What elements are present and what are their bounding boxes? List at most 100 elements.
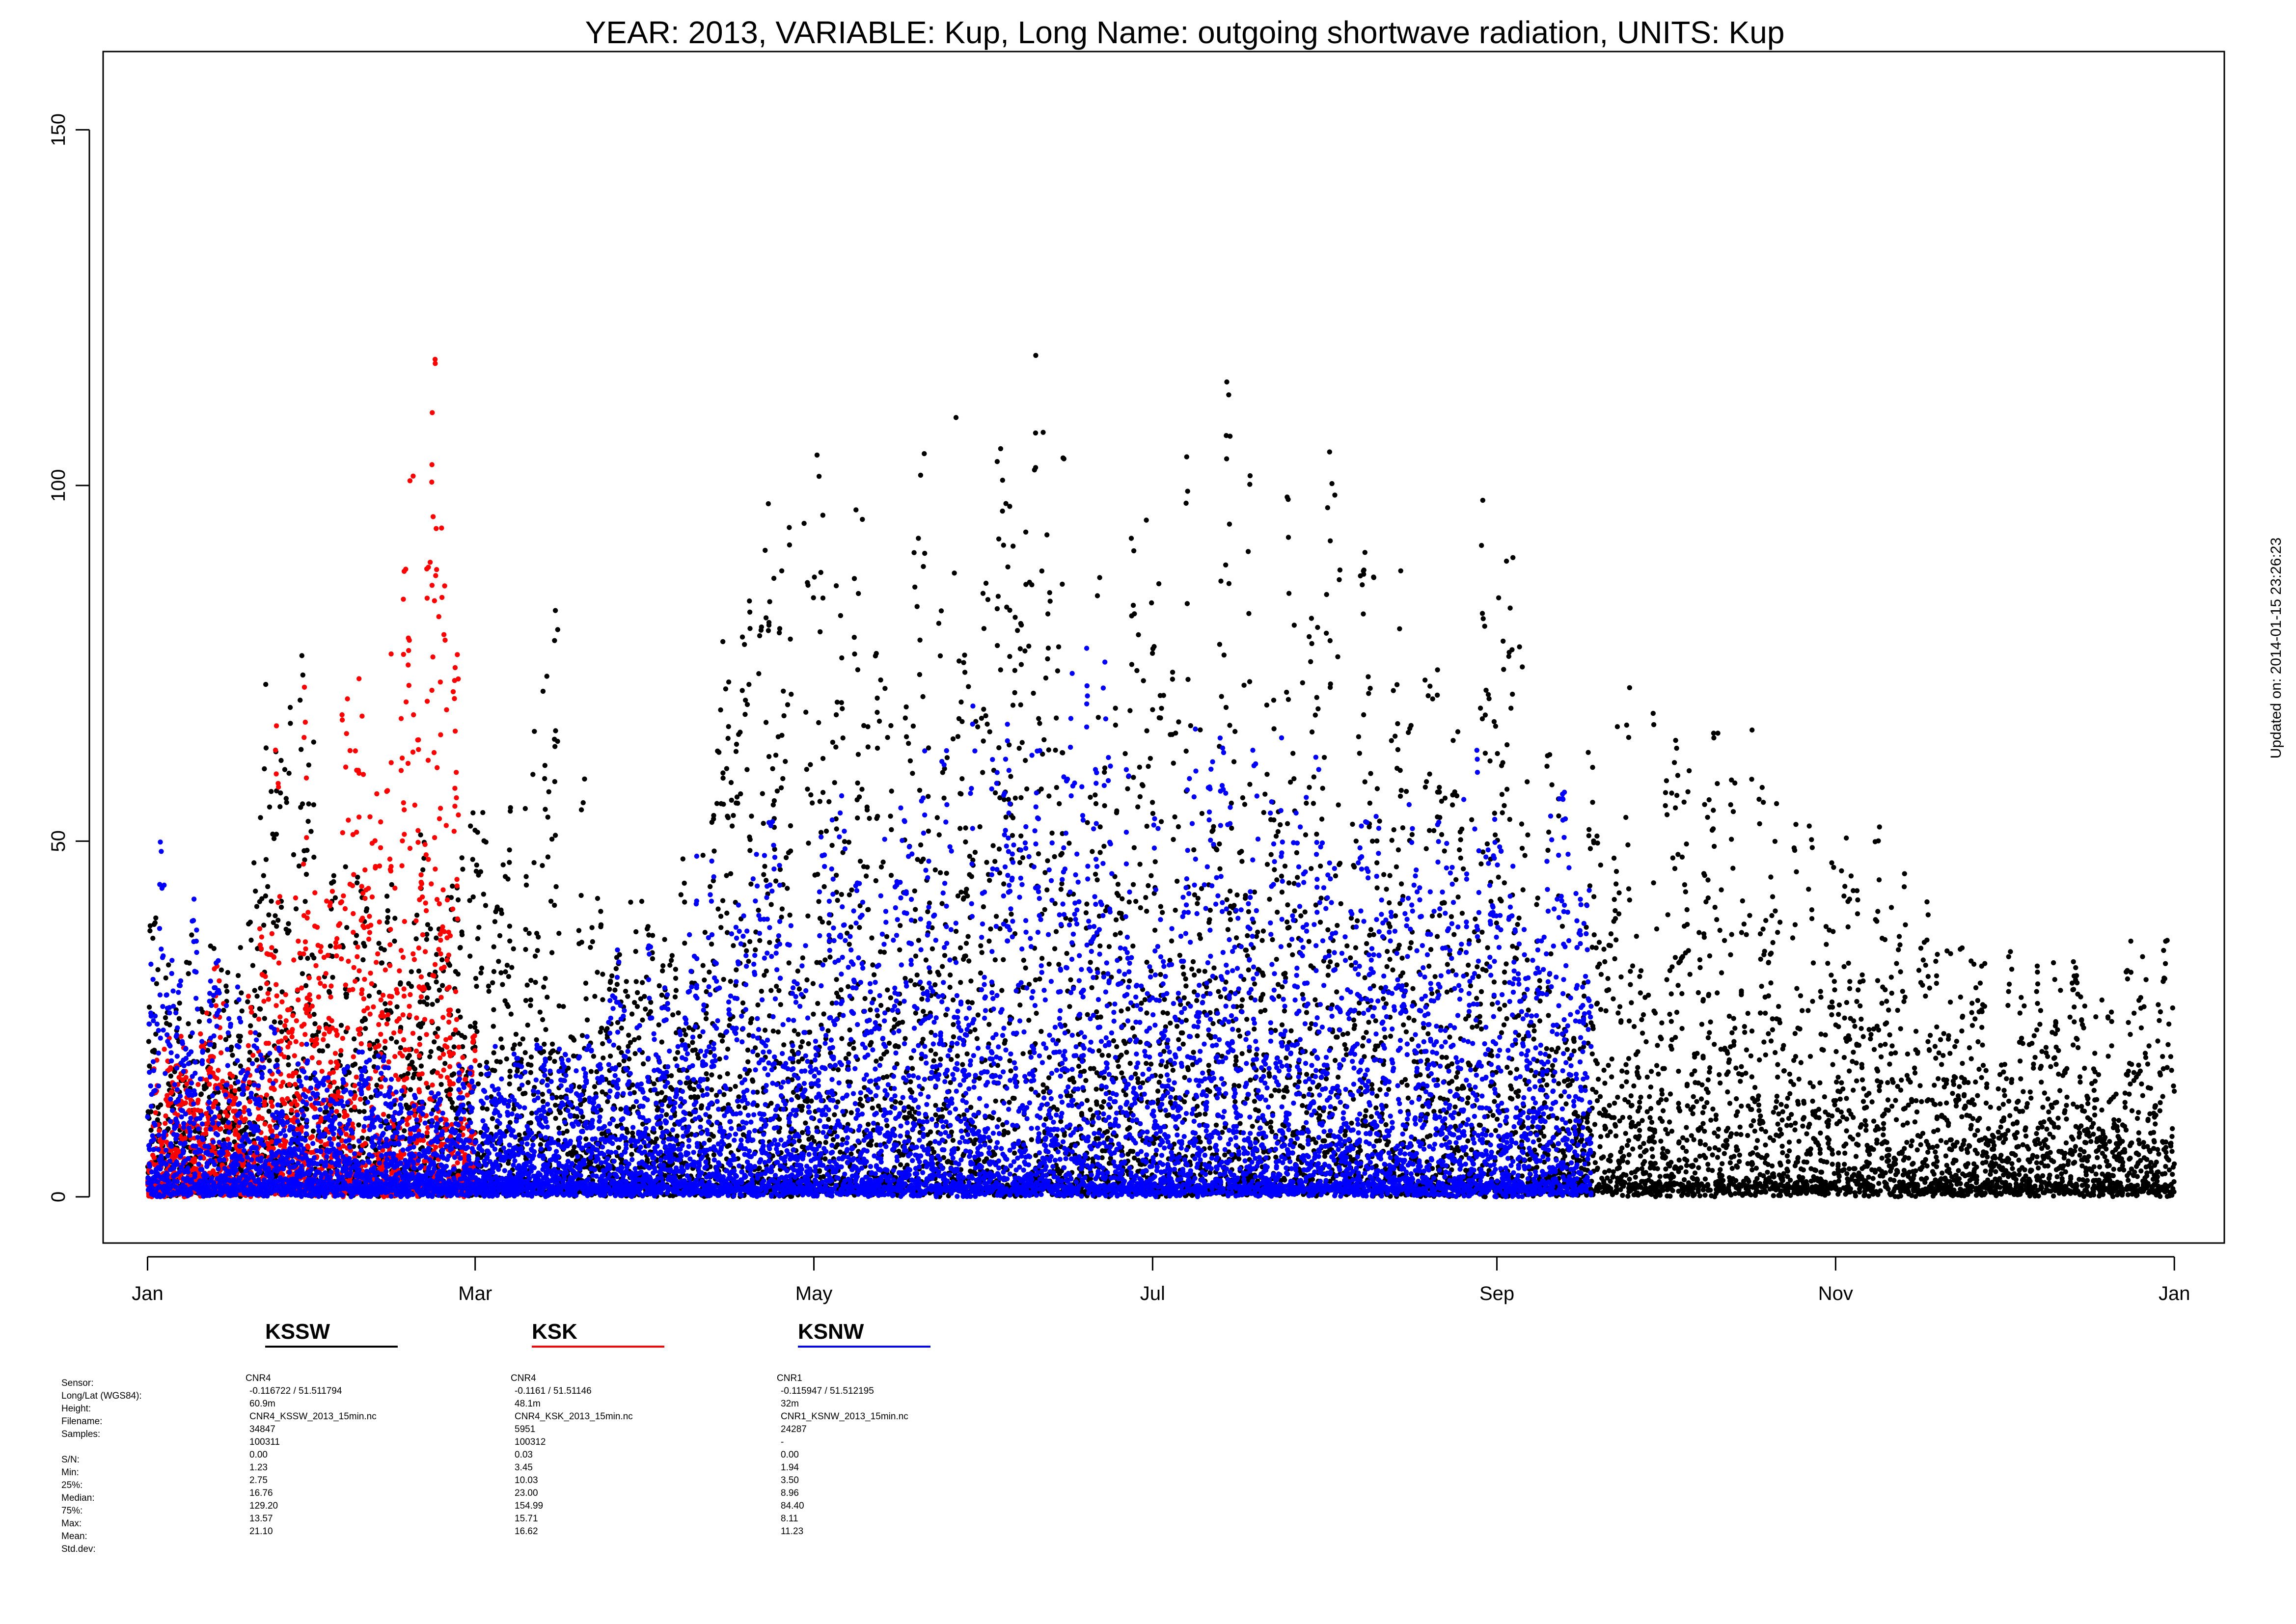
data-point bbox=[789, 692, 794, 697]
data-point bbox=[979, 950, 984, 955]
data-point bbox=[1104, 1129, 1110, 1134]
data-point bbox=[826, 799, 832, 805]
data-point bbox=[277, 1020, 283, 1025]
data-point bbox=[564, 1129, 570, 1134]
data-point bbox=[715, 906, 721, 912]
data-point bbox=[1001, 1132, 1007, 1137]
data-point bbox=[888, 872, 894, 878]
data-point bbox=[361, 1109, 367, 1114]
data-point bbox=[747, 609, 753, 615]
data-point bbox=[957, 945, 963, 950]
data-point bbox=[835, 1067, 841, 1073]
data-point bbox=[951, 1034, 957, 1040]
data-point bbox=[262, 1016, 267, 1021]
data-point bbox=[1042, 907, 1047, 913]
data-point bbox=[451, 1071, 457, 1077]
data-point bbox=[682, 880, 687, 886]
data-point bbox=[330, 974, 335, 980]
data-point bbox=[979, 715, 984, 721]
data-point bbox=[811, 1011, 816, 1017]
data-point bbox=[669, 1073, 674, 1079]
data-point bbox=[1144, 728, 1149, 733]
data-point bbox=[869, 935, 875, 941]
data-point bbox=[840, 706, 845, 711]
data-point bbox=[683, 1032, 688, 1037]
data-point bbox=[1119, 1053, 1124, 1058]
data-point bbox=[865, 744, 871, 750]
data-point bbox=[771, 798, 777, 804]
data-point bbox=[747, 626, 753, 631]
data-point bbox=[839, 1036, 845, 1041]
data-point bbox=[531, 860, 537, 866]
data-point bbox=[455, 897, 461, 903]
data-point bbox=[410, 1059, 415, 1065]
data-point bbox=[931, 1149, 937, 1155]
data-point bbox=[535, 948, 540, 953]
data-point bbox=[938, 608, 944, 614]
data-point bbox=[950, 736, 956, 742]
data-point bbox=[1083, 910, 1089, 916]
data-point bbox=[338, 1023, 344, 1028]
data-point bbox=[311, 802, 317, 808]
data-point bbox=[821, 884, 827, 890]
data-point bbox=[418, 832, 423, 838]
chart-title: YEAR: 2013, VARIABLE: Kup, Long Name: ou… bbox=[585, 15, 1785, 50]
data-point bbox=[205, 1048, 211, 1053]
data-point bbox=[912, 888, 918, 894]
data-point bbox=[284, 800, 289, 805]
data-point bbox=[442, 1061, 448, 1066]
data-point bbox=[555, 627, 561, 632]
data-point bbox=[1150, 707, 1155, 712]
data-point bbox=[902, 1036, 908, 1041]
data-point bbox=[963, 825, 968, 831]
data-point bbox=[900, 1020, 905, 1025]
data-point bbox=[673, 967, 679, 972]
data-point bbox=[867, 1042, 873, 1048]
data-point bbox=[522, 806, 528, 812]
data-point bbox=[692, 1047, 698, 1053]
data-point bbox=[490, 1116, 495, 1121]
data-point bbox=[242, 1127, 247, 1133]
data-point bbox=[1044, 532, 1050, 538]
data-point bbox=[523, 874, 529, 879]
data-point bbox=[1126, 899, 1132, 905]
data-point bbox=[538, 1142, 544, 1147]
data-point bbox=[1002, 1040, 1007, 1046]
data-point bbox=[1029, 1137, 1034, 1142]
data-point bbox=[302, 857, 307, 863]
data-point bbox=[595, 970, 600, 975]
data-point bbox=[874, 1058, 879, 1064]
data-point bbox=[957, 826, 963, 831]
data-point bbox=[748, 881, 754, 887]
data-point bbox=[552, 1058, 557, 1064]
data-point bbox=[726, 724, 731, 730]
data-point bbox=[552, 608, 558, 613]
data-point bbox=[267, 804, 273, 810]
data-point bbox=[757, 938, 763, 944]
data-point bbox=[857, 925, 862, 930]
data-point bbox=[884, 1074, 890, 1080]
data-point bbox=[994, 459, 1000, 464]
data-point bbox=[1020, 1051, 1026, 1056]
data-point bbox=[842, 839, 847, 844]
data-point bbox=[288, 721, 293, 726]
data-point bbox=[728, 978, 734, 984]
data-point bbox=[980, 770, 985, 775]
data-point bbox=[286, 1062, 291, 1068]
data-point bbox=[990, 843, 996, 848]
data-point bbox=[474, 862, 479, 868]
data-point bbox=[305, 818, 311, 824]
data-point bbox=[1124, 1050, 1129, 1055]
data-point bbox=[392, 938, 397, 944]
data-point bbox=[630, 1104, 636, 1110]
data-point bbox=[913, 1010, 919, 1016]
data-point bbox=[402, 1128, 407, 1134]
data-point bbox=[933, 1103, 938, 1108]
data-point bbox=[846, 1051, 851, 1057]
data-point bbox=[896, 1044, 901, 1050]
data-point bbox=[736, 731, 741, 737]
data-point bbox=[855, 667, 861, 673]
data-point bbox=[1046, 747, 1051, 753]
data-point bbox=[1052, 854, 1057, 860]
data-point bbox=[820, 756, 826, 761]
